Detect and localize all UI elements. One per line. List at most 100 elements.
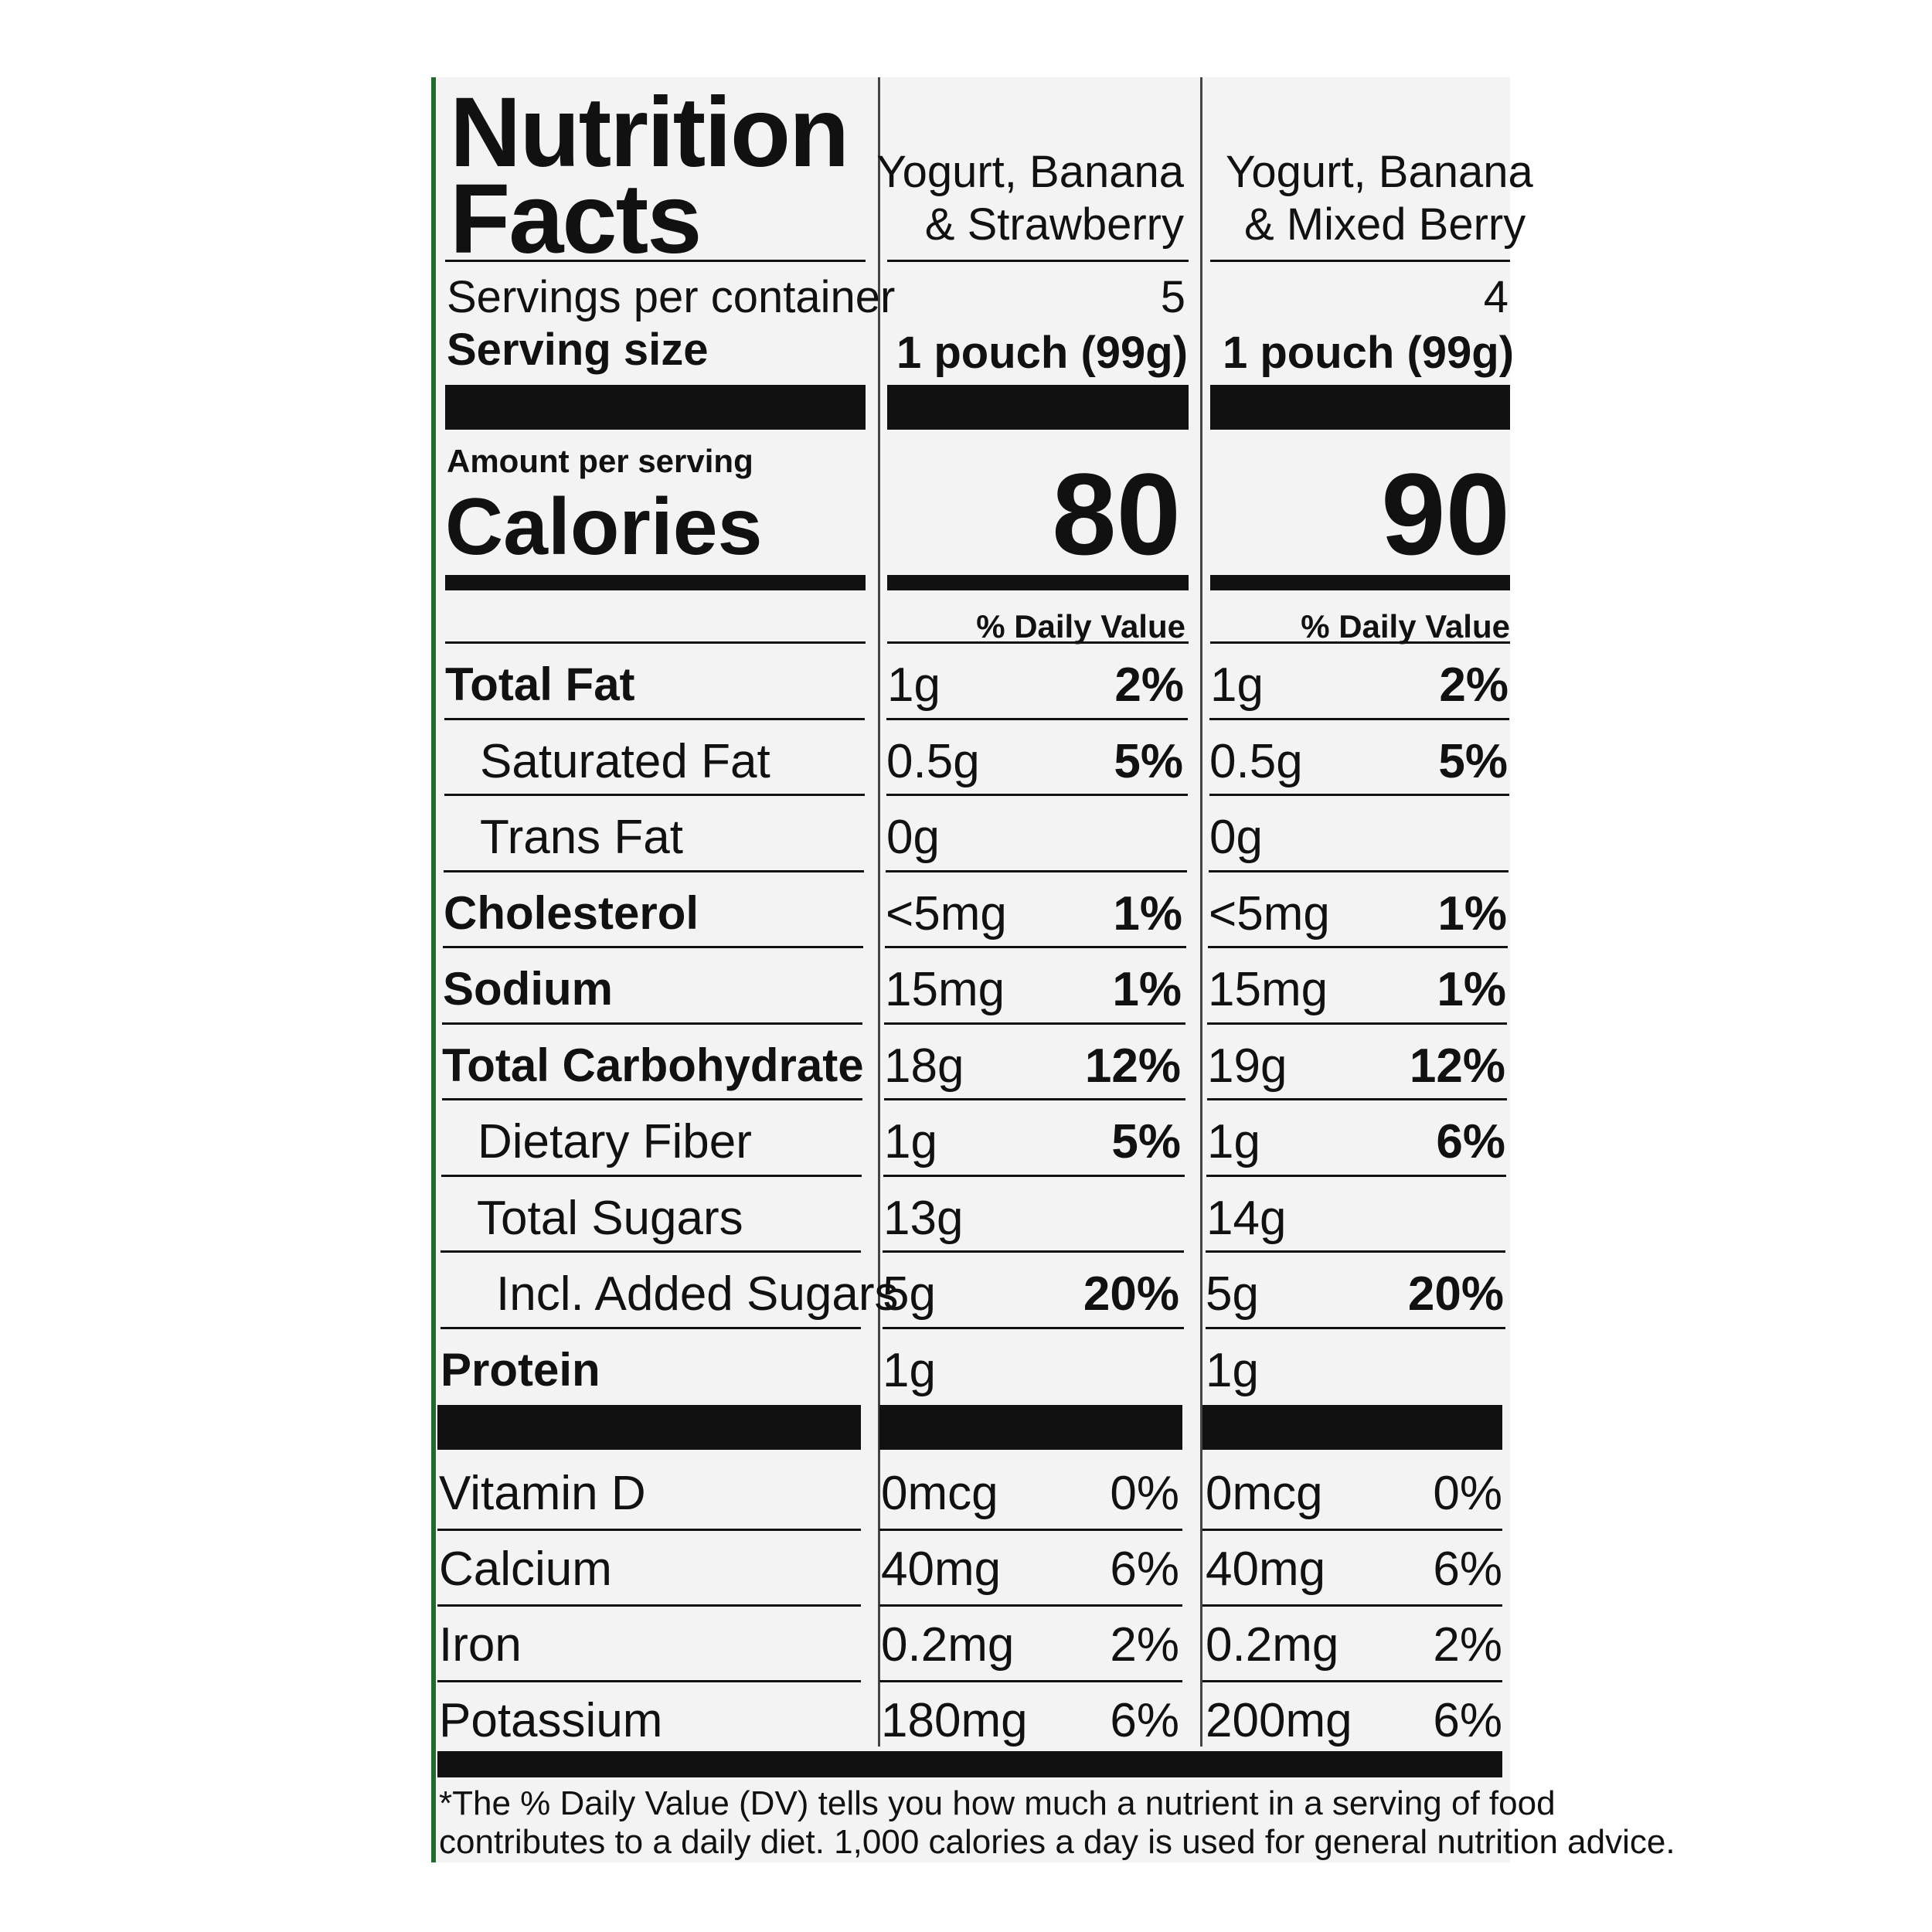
vitamins-rule-c2 [1202,1405,1502,1450]
vitamin-label: Potassium [439,1694,663,1747]
column-1-daily-value: 5% [1111,1115,1181,1168]
column-2-daily-value: 6% [1436,1115,1505,1168]
amount-per-serving-label: Amount per serving [447,443,753,479]
column-1-daily-value: 5% [1114,735,1183,788]
column-2-amount: 14g [1206,1192,1287,1245]
column-1-daily-value: 12% [1084,1039,1181,1093]
footnote-rule [437,1751,1502,1777]
thick-rule-left [445,385,866,430]
column-2-name-line2: & Mixed Berry [1244,199,1526,250]
column-1-amount: 0mcg [881,1467,998,1520]
vitamin-label: Calcium [439,1543,612,1596]
column-1-amount: 1g [883,1344,936,1397]
calories-label: Calories [445,482,763,572]
nutrient-rule-c2 [1206,1250,1505,1253]
column-divider-2 [1200,77,1202,1747]
column-1-amount: 40mg [881,1543,1002,1596]
vitamin-rule-c2 [1202,1604,1502,1607]
column-2-daily-value: 1% [1437,963,1506,1016]
column-2-daily-value: 2% [1439,658,1509,712]
column-divider-1 [878,77,880,1747]
column-2-dv-header: % Daily Value [1301,608,1510,645]
nutrient-rule-c1 [883,1327,1184,1329]
nutrient-rule-left [444,870,864,872]
column-1-daily-value: 1% [1112,963,1182,1016]
nutrient-rule-c1 [883,1250,1184,1253]
vitamins-rule-left [437,1405,861,1450]
column-2-amount: 0.2mg [1206,1618,1339,1672]
column-1-amount: 0.2mg [881,1618,1015,1672]
nutrient-label: Trans Fat [480,811,683,864]
nutrient-rule-left [440,1327,861,1329]
column-2-daily-value: 6% [1433,1694,1502,1747]
column-1-daily-value: 2% [1114,658,1184,712]
nutrient-label: Total Fat [445,658,635,710]
column-1-serving-size: 1 pouch (99g) [896,328,1189,378]
column-1-daily-value: 6% [1110,1543,1179,1596]
calories-rule-c1 [887,575,1189,590]
vitamin-rule-c1 [879,1529,1182,1531]
serving-size-label: Serving size [447,325,709,375]
nutrition-label-panel [431,77,1510,1862]
column-1-name-line1: Yogurt, Banana [876,147,1184,197]
nutrient-rule-left [444,794,865,796]
column-2-amount: 1g [1207,1115,1260,1168]
column-1-amount: 13g [883,1192,964,1245]
nutrient-rule-left [442,1098,862,1100]
footnote-line2: contributes to a daily diet. 1,000 calor… [439,1823,1675,1861]
nutrient-rule-left [445,641,866,644]
column-1-daily-value: 20% [1083,1267,1179,1321]
thick-rule-c2 [1210,385,1510,430]
nutrient-rule-left [444,718,865,720]
column-2-daily-value: 20% [1407,1267,1504,1321]
column-2-serving-size: 1 pouch (99g) [1223,328,1515,378]
vitamins-rule-c1 [879,1405,1182,1450]
vitamin-label: Vitamin D [439,1467,646,1520]
column-2-servings: 4 [1483,272,1509,322]
label-title-line2: Facts [450,164,702,274]
column-1-amount: 1g [887,658,940,712]
column-2-daily-value: 0% [1433,1467,1502,1520]
nutrient-rule-left [441,1175,862,1177]
header-rule-c1 [887,260,1189,262]
vitamin-rule-c2 [1202,1529,1502,1531]
nutrient-rule-c2 [1207,1098,1507,1100]
vitamin-rule-left [437,1604,861,1607]
column-1-amount: 0.5g [886,735,980,788]
column-1-calories: 80 [1052,449,1181,579]
vitamin-rule-c2 [1202,1680,1502,1682]
column-1-amount: 1g [884,1115,937,1168]
nutrient-rule-left [440,1250,861,1253]
column-2-amount: <5mg [1209,887,1330,940]
nutrient-label: Protein [440,1344,600,1396]
column-2-amount: 1g [1210,658,1264,712]
calories-rule-left [445,575,866,590]
vitamin-rule-left [437,1529,861,1531]
package-edge [431,77,436,1862]
column-2-daily-value: 5% [1438,735,1508,788]
nutrient-rule-c1 [886,718,1188,720]
column-2-amount: 15mg [1208,963,1328,1016]
column-2-daily-value: 2% [1433,1618,1502,1672]
header-rule-left [445,260,866,262]
column-1-daily-value: 6% [1110,1694,1179,1747]
nutrient-rule-c1 [884,1022,1185,1025]
vitamin-label: Iron [439,1618,522,1672]
nutrient-rule-c1 [883,1175,1185,1177]
column-2-daily-value: 6% [1433,1543,1502,1596]
column-1-daily-value: 2% [1110,1618,1179,1672]
nutrient-rule-c1 [887,641,1189,644]
nutrient-label: Cholesterol [444,887,699,939]
nutrient-rule-c2 [1209,794,1509,796]
nutrient-rule-left [443,946,863,948]
nutrient-label: Saturated Fat [480,735,770,788]
nutrient-rule-left [442,1022,862,1025]
nutrient-label: Dietary Fiber [478,1115,752,1168]
column-2-calories: 90 [1381,449,1510,579]
nutrient-rule-c2 [1210,641,1510,644]
column-2-amount: 0.5g [1209,735,1303,788]
nutrient-label: Total Sugars [477,1192,743,1245]
calories-rule-c2 [1210,575,1510,590]
nutrient-label: Incl. Added Sugars [496,1267,899,1321]
column-1-name-line2: & Strawberry [924,199,1184,250]
